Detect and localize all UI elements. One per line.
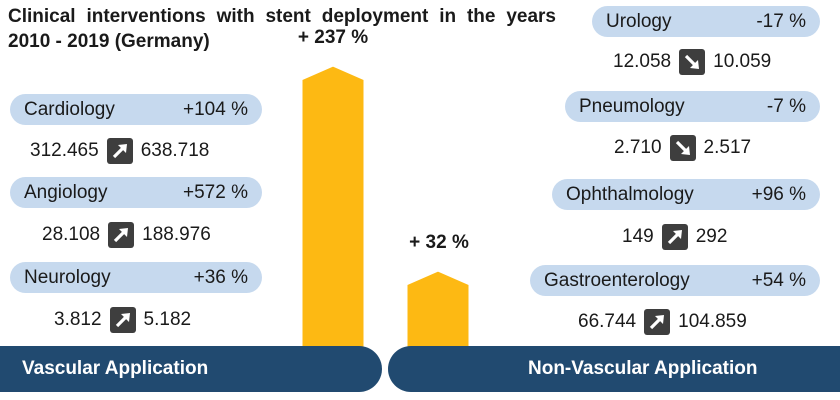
arrow-up-icon [644,309,671,335]
value-from: 2.710 [614,137,662,158]
value-to: 188.976 [142,224,211,245]
category-change: +96 % [751,184,806,205]
category-name: Pneumology [579,96,685,117]
pill-gastroenterology: Gastroenterology +54 % [530,265,820,296]
value-to: 104.859 [678,311,747,332]
band-non-vascular: Non-Vascular Application [388,346,840,392]
value-to: 638.718 [140,140,210,161]
bar-vascular [299,63,367,374]
category-change: -17 % [756,11,806,32]
value-to: 10.059 [713,51,772,72]
value-from: 28.108 [42,224,101,245]
arrow-down-icon [679,49,706,75]
arrow-up-icon [109,307,136,333]
bar-label-vascular: + 237 % [297,27,369,48]
category-change: +54 % [751,270,806,291]
category-name: Angiology [24,182,108,203]
values-gastroenterology: 66.744 104.859 [578,308,747,336]
value-to: 292 [695,226,728,247]
arrow-up-icon [108,222,135,248]
pill-cardiology: Cardiology +104 % [10,94,262,125]
pill-neurology: Neurology +36 % [10,262,262,293]
value-to: 5.182 [143,309,192,330]
category-name: Cardiology [24,99,115,120]
category-change: -7 % [766,96,806,117]
value-from: 149 [622,226,654,247]
arrow-down-icon [669,135,696,161]
value-to: 2.517 [703,137,752,158]
category-name: Ophthalmology [566,184,694,205]
category-name: Neurology [24,267,111,288]
values-neurology: 3.812 5.182 [54,306,191,334]
value-from: 66.744 [578,311,637,332]
pill-urology: Urology -17 % [592,6,820,37]
values-ophthalmology: 149 292 [622,223,727,251]
bar-label-non-vascular: + 32 % [409,232,469,253]
values-pneumology: 2.710 2.517 [614,134,751,162]
category-name: Urology [606,11,672,32]
category-name: Gastroenterology [544,270,690,291]
arrow-up-icon [661,224,688,250]
pill-pneumology: Pneumology -7 % [565,91,820,122]
pill-ophthalmology: Ophthalmology +96 % [552,179,820,210]
values-urology: 12.058 10.059 [613,48,771,76]
value-from: 12.058 [613,51,672,72]
values-cardiology: 312.465 638.718 [30,137,209,165]
arrow-up-icon [106,138,133,164]
values-angiology: 28.108 188.976 [42,221,211,249]
chart-title: Clinical interventions with stent deploy… [8,6,556,52]
value-from: 3.812 [54,309,102,330]
category-change: +36 % [193,267,248,288]
category-change: +104 % [183,99,248,120]
value-from: 312.465 [30,140,99,161]
category-change: +572 % [183,182,248,203]
pill-angiology: Angiology +572 % [10,177,262,208]
band-vascular: Vascular Application [0,346,382,392]
